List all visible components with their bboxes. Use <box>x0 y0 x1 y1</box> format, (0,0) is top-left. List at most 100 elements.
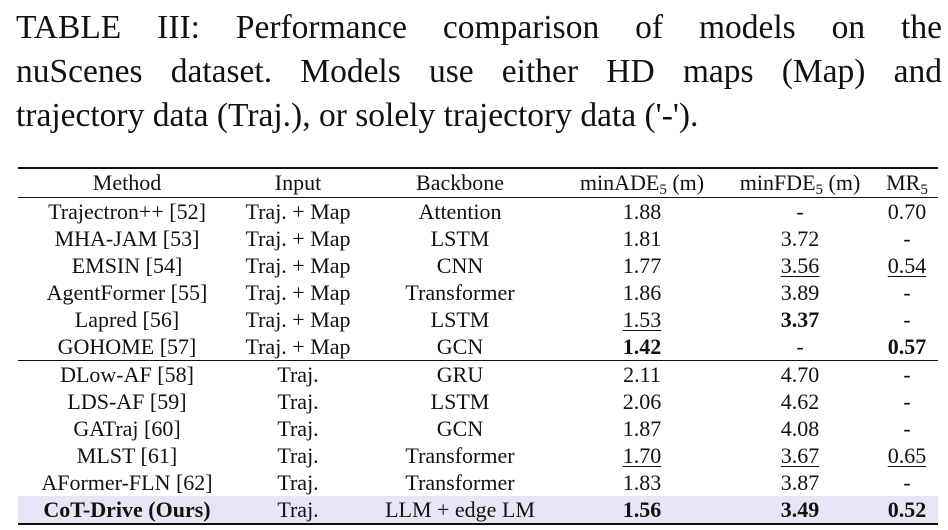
cell-method: MLST [61] <box>18 442 236 469</box>
fde-value: - <box>796 198 804 224</box>
method-value: Lapred [56] <box>74 306 180 332</box>
cell-backbone: Transformer <box>360 279 560 306</box>
mr-value: 0.70 <box>887 198 927 224</box>
cell-input: Traj. + Map <box>236 279 360 306</box>
cell-fde: 3.89 <box>724 279 876 306</box>
ade-value: 1.81 <box>622 225 662 251</box>
input-value: Traj. <box>277 442 319 468</box>
header-minade-sub: 5 <box>659 182 667 198</box>
cell-input: Traj. + Map <box>236 252 360 279</box>
input-value: Traj. + Map <box>245 225 351 251</box>
cell-backbone: GCN <box>360 415 560 442</box>
cell-backbone: LSTM <box>360 225 560 252</box>
ade-value: 2.11 <box>623 361 661 387</box>
cell-fde: 4.08 <box>724 415 876 442</box>
backbone-value: Transformer <box>405 469 515 495</box>
mr-value: 0.52 <box>887 496 927 522</box>
input-value: Traj. <box>277 361 319 387</box>
cell-fde: - <box>724 198 876 226</box>
table-body: Trajectron++ [52] Traj. + Map Attention 1.8… <box>18 198 938 524</box>
header-mr-sub: 5 <box>920 182 928 198</box>
cell-input: Traj. + Map <box>236 198 360 226</box>
header-minade-unit: (m) <box>666 170 705 195</box>
cell-method: DLow-AF [58] <box>18 360 236 388</box>
mr-value: 0.65 <box>887 442 927 468</box>
cell-fde: 4.70 <box>724 360 876 388</box>
fde-value: 3.89 <box>780 279 820 305</box>
cell-mr: 0.57 <box>876 333 938 361</box>
cell-ade: 1.81 <box>560 225 724 252</box>
backbone-value: Transformer <box>405 279 515 305</box>
method-value: EMSIN [54] <box>71 252 183 278</box>
header-mr-label: MR <box>886 170 921 195</box>
fde-value: 3.87 <box>780 469 820 495</box>
cell-mr: 0.65 <box>876 442 938 469</box>
cell-fde: 3.67 <box>724 442 876 469</box>
mr-value: 0.57 <box>887 333 927 359</box>
header-row: Method Input Backbone minADE5 (m) minFDE… <box>18 168 938 198</box>
method-value: GOHOME [57] <box>57 333 197 359</box>
cell-backbone: GCN <box>360 333 560 361</box>
table-row: Lapred [56] Traj. + Map LSTM 1.53 3.37 - <box>18 306 938 333</box>
mr-value: - <box>903 361 911 387</box>
fde-value: 4.08 <box>780 415 820 441</box>
header-mr: MR5 <box>876 168 938 198</box>
table-row: GOHOME [57] Traj. + Map GCN 1.42 - 0.57 <box>18 333 938 361</box>
ade-value: 1.70 <box>622 442 662 468</box>
backbone-value: Transformer <box>405 442 515 468</box>
backbone-value: LSTM <box>430 388 490 414</box>
table-row: MLST [61] Traj. Transformer 1.70 3.67 0.65 <box>18 442 938 469</box>
method-value: GATraj [60] <box>73 415 181 441</box>
cell-method: AgentFormer [55] <box>18 279 236 306</box>
header-minfde: minFDE5 (m) <box>724 168 876 198</box>
cell-backbone: Transformer <box>360 469 560 496</box>
caption-line-1: TABLE III: Performance comparison of mod… <box>16 9 942 46</box>
input-value: Traj. <box>277 388 319 414</box>
cell-method: MHA-JAM [53] <box>18 225 236 252</box>
ade-value: 1.77 <box>622 252 662 278</box>
cell-mr: - <box>876 306 938 333</box>
cell-ade: 1.87 <box>560 415 724 442</box>
cell-method: GOHOME [57] <box>18 333 236 361</box>
cell-backbone: Attention <box>360 198 560 226</box>
cell-ade: 1.70 <box>560 442 724 469</box>
cell-ade: 1.88 <box>560 198 724 226</box>
fde-value: 3.56 <box>780 252 820 278</box>
cell-ade: 1.42 <box>560 333 724 361</box>
backbone-value: Attention <box>418 198 502 224</box>
ade-value: 1.56 <box>622 496 662 522</box>
ade-value: 1.88 <box>622 198 662 224</box>
table-row: AFormer-FLN [62] Traj. Transformer 1.83 3.87… <box>18 469 938 496</box>
fde-value: 3.37 <box>780 306 820 332</box>
header-minfde-sub: 5 <box>815 182 824 198</box>
input-value: Traj. <box>277 496 319 522</box>
mr-value: - <box>903 306 911 332</box>
cell-input: Traj. <box>236 469 360 496</box>
cell-fde: 3.49 <box>724 496 876 524</box>
cell-mr: - <box>876 279 938 306</box>
table-row: CoT-Drive (Ours) Traj. LLM + edge LM 1.56 3.… <box>18 496 938 524</box>
caption-line-2: nuScenes dataset. Models use either HD m… <box>16 53 942 90</box>
table-row: GATraj [60] Traj. GCN 1.87 4.08 - <box>18 415 938 442</box>
cell-ade: 2.06 <box>560 388 724 415</box>
cell-input: Traj. + Map <box>236 333 360 361</box>
caption-line-3: trajectory data (Traj.), or solely traje… <box>16 97 699 134</box>
mr-value: - <box>903 415 911 441</box>
header-minade-label: minADE <box>579 170 660 195</box>
mr-value: 0.54 <box>887 252 927 278</box>
cell-ade: 1.56 <box>560 496 724 524</box>
cell-mr: - <box>876 225 938 252</box>
header-input: Input <box>236 168 360 198</box>
cell-fde: 3.56 <box>724 252 876 279</box>
input-value: Traj. <box>277 415 319 441</box>
header-minfde-label: minFDE <box>739 170 816 195</box>
cell-mr: 0.54 <box>876 252 938 279</box>
mr-value: - <box>903 225 911 251</box>
mr-value: - <box>903 279 911 305</box>
method-value: Trajectron++ [52] <box>48 198 206 224</box>
cell-input: Traj. <box>236 442 360 469</box>
cell-fde: - <box>724 333 876 361</box>
cell-mr: 0.70 <box>876 198 938 226</box>
method-value: AgentFormer [55] <box>46 279 208 305</box>
cell-mr: 0.52 <box>876 496 938 524</box>
